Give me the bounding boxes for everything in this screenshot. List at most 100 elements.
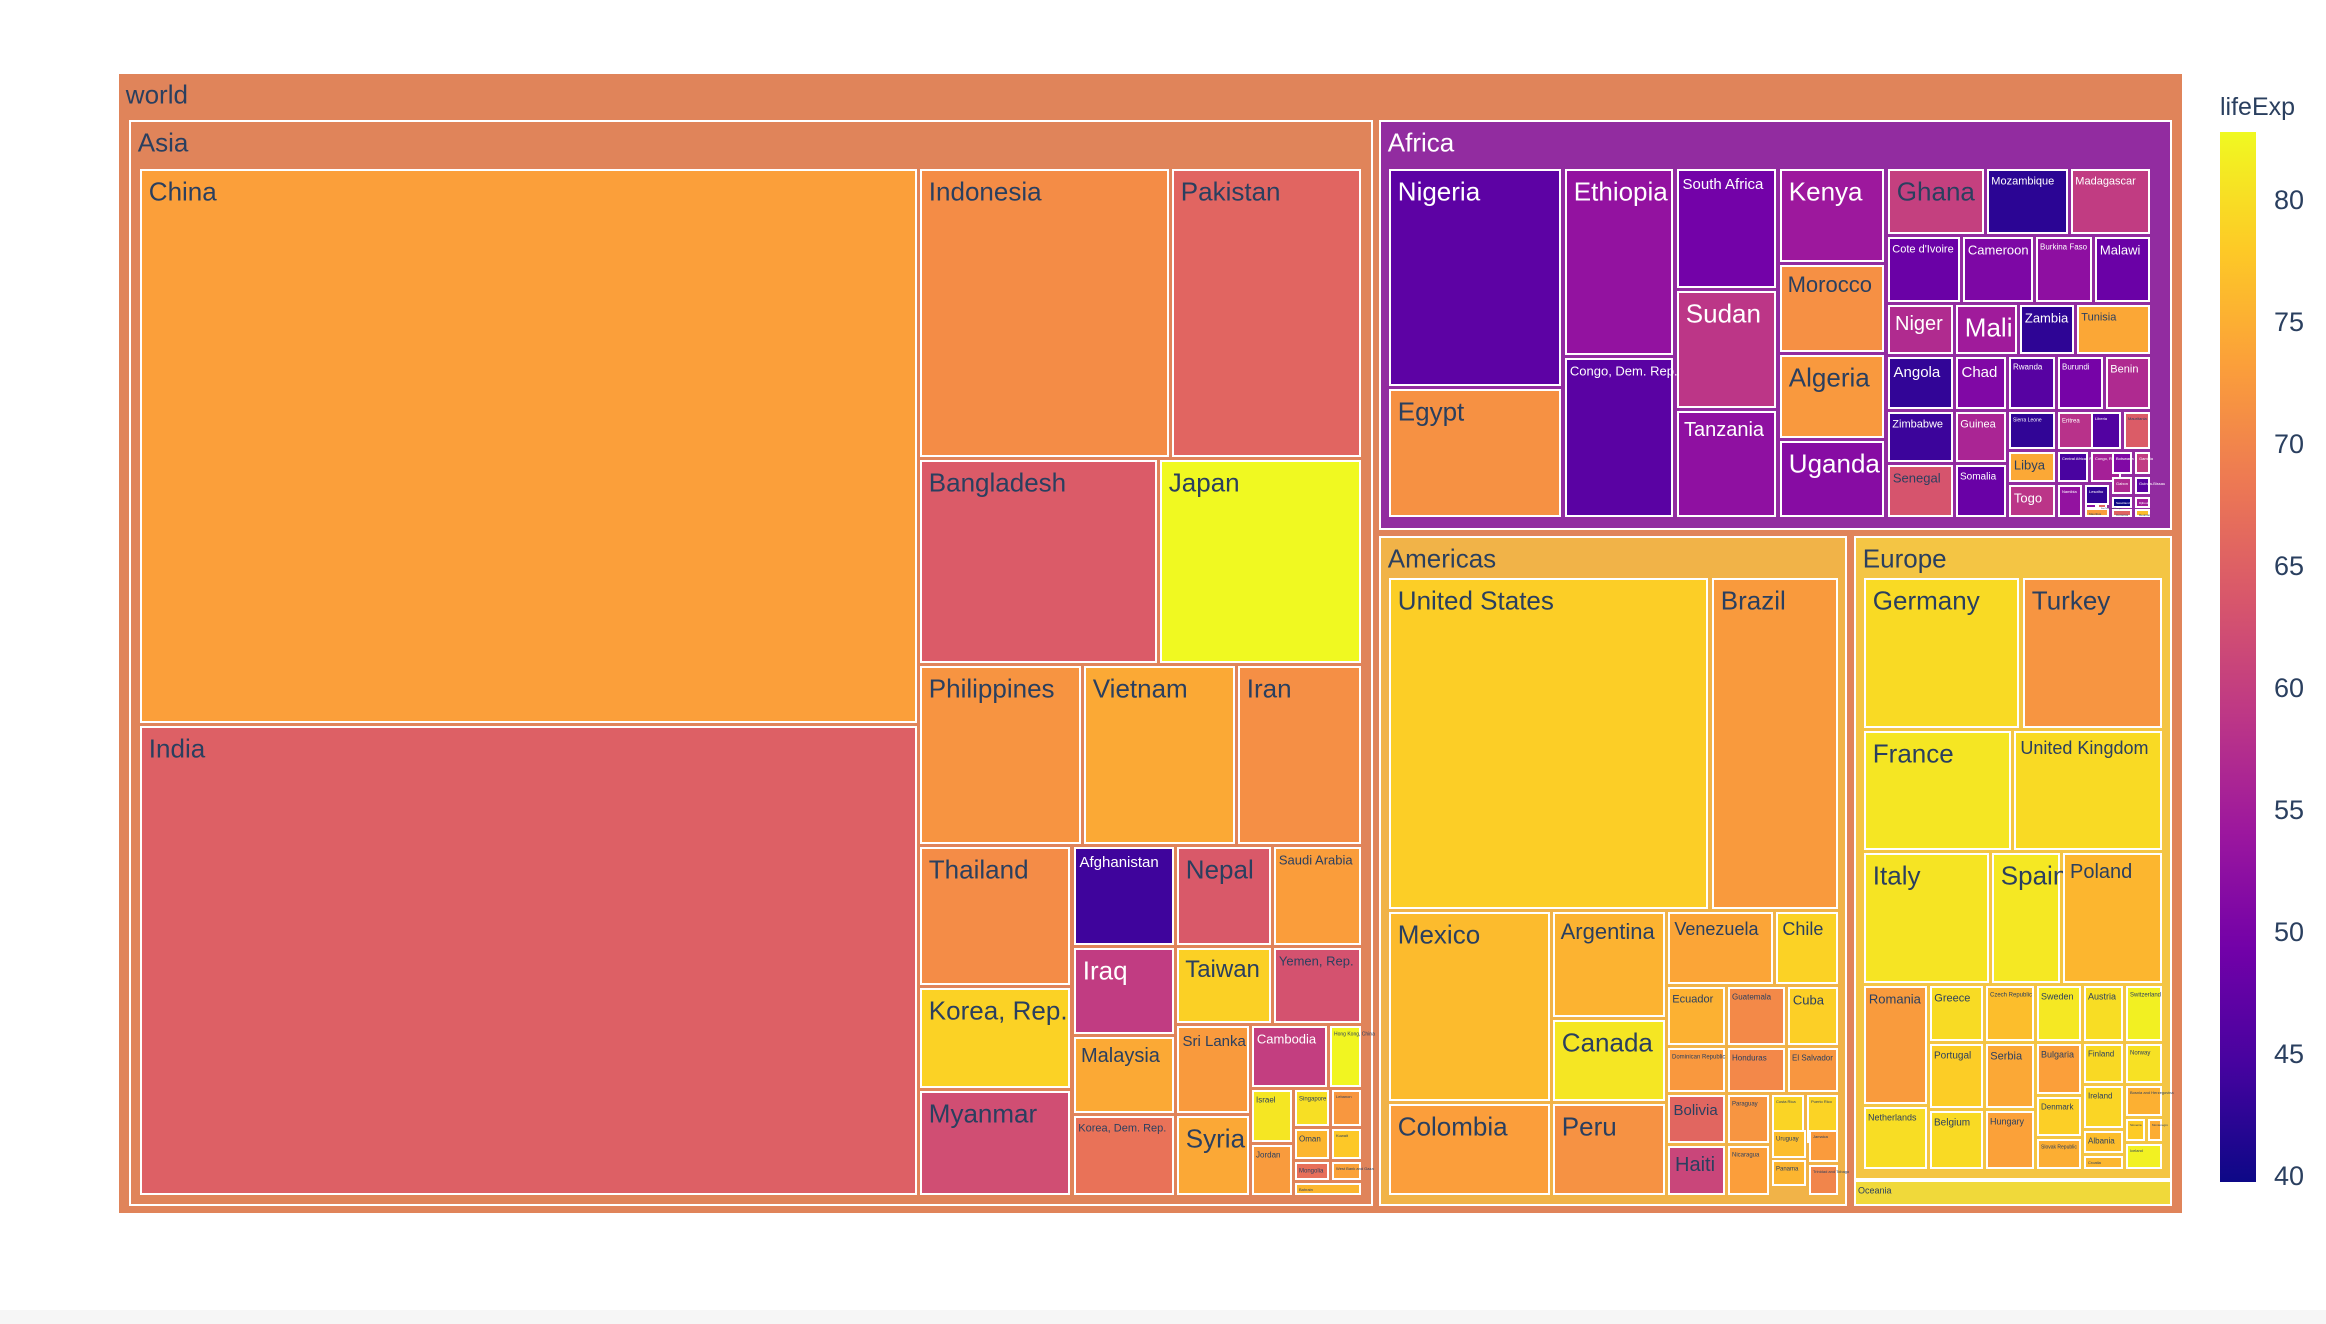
country-hungary[interactable]: Hungary [1986, 1111, 2034, 1169]
country-rect[interactable] [2014, 731, 2162, 850]
country-rect[interactable] [1668, 912, 1773, 984]
country-iraq[interactable]: Iraq [1074, 948, 1174, 1034]
country-rect[interactable] [2077, 305, 2150, 354]
country-rect[interactable] [1668, 1048, 1725, 1092]
country-south-africa[interactable]: South Africa [1677, 169, 1776, 288]
country-central-african-republic[interactable]: Central African Republic [2058, 452, 2105, 482]
country-germany[interactable]: Germany [1864, 578, 2019, 728]
country-china[interactable]: China [140, 169, 917, 723]
country-ethiopia[interactable]: Ethiopia [1565, 169, 1673, 355]
country-bangladesh[interactable]: Bangladesh [920, 460, 1157, 663]
country-benin[interactable]: Benin [2106, 357, 2150, 409]
country-rect[interactable] [1864, 731, 2011, 850]
country-rect[interactable] [1780, 441, 1884, 517]
country-rect[interactable] [920, 988, 1070, 1088]
country-niger[interactable]: Niger [1888, 305, 1953, 354]
country-chile[interactable]: Chile [1776, 912, 1838, 984]
country-rect[interactable] [1295, 1129, 1329, 1159]
country-portugal[interactable]: Portugal [1930, 1044, 1983, 1108]
country-rect[interactable] [1252, 1090, 1292, 1142]
country-mauritania[interactable]: Mauritania [2124, 412, 2150, 449]
country-rect[interactable] [2023, 578, 2162, 728]
country-peru[interactable]: Peru [1553, 1104, 1665, 1195]
country-malawi[interactable]: Malawi [2095, 237, 2150, 302]
country-bosnia-and-herzegovina[interactable]: Bosnia and Herzegovina [2126, 1086, 2174, 1116]
country-rect[interactable] [2126, 1086, 2162, 1116]
country-rect[interactable] [1252, 1145, 1292, 1195]
country-rect[interactable] [1389, 578, 1708, 909]
country-argentina[interactable]: Argentina [1553, 912, 1665, 1017]
country-rect[interactable] [2126, 1144, 2162, 1169]
country-france[interactable]: France [1864, 731, 2011, 850]
country-rect[interactable] [1728, 1048, 1785, 1092]
country-rect[interactable] [1930, 1044, 1983, 1108]
country-venezuela[interactable]: Venezuela [1668, 912, 1773, 984]
country-vietnam[interactable]: Vietnam [1084, 666, 1235, 844]
country-rect[interactable] [2009, 412, 2055, 449]
country-rect[interactable] [1956, 412, 2006, 462]
country-rect[interactable] [1274, 847, 1361, 945]
country-rect[interactable] [1864, 986, 1927, 1104]
country-trinidad-and-tobago[interactable]: Trinidad and Tobago [1809, 1165, 1850, 1195]
country-oman[interactable]: Oman [1295, 1129, 1329, 1159]
country-nigeria[interactable]: Nigeria [1389, 169, 1561, 386]
country-mali[interactable]: Mali [1956, 305, 2017, 354]
country-rect[interactable] [1677, 169, 1776, 288]
country-rect[interactable] [1074, 948, 1174, 1034]
country-slovak-republic[interactable]: Slovak Republic [2037, 1139, 2081, 1169]
country-rect[interactable] [1888, 305, 1953, 354]
country-turkey[interactable]: Turkey [2023, 578, 2162, 728]
country-afghanistan[interactable]: Afghanistan [1074, 847, 1174, 945]
country-rect[interactable] [2071, 169, 2150, 234]
country-morocco[interactable]: Morocco [1780, 265, 1884, 352]
country-rect[interactable] [1809, 1130, 1838, 1162]
parent-rect[interactable] [1854, 1180, 2172, 1206]
country-rect[interactable] [1295, 1090, 1329, 1126]
country-rect[interactable] [1728, 1095, 1769, 1143]
country-rect[interactable] [1992, 853, 2060, 983]
country-indonesia[interactable]: Indonesia [920, 169, 1169, 457]
country-gambia[interactable]: Gambia [2135, 452, 2154, 474]
country-rect[interactable] [2097, 503, 2107, 509]
country-rect[interactable] [2037, 1044, 2081, 1094]
country-pakistan[interactable]: Pakistan [1172, 169, 1361, 457]
country-togo[interactable]: Togo [2009, 485, 2055, 517]
country-india[interactable]: India [140, 726, 917, 1195]
country-philippines[interactable]: Philippines [920, 666, 1081, 844]
country-rect[interactable] [1772, 1160, 1806, 1186]
country-rect[interactable] [2009, 485, 2055, 517]
country-algeria[interactable]: Algeria [1780, 355, 1884, 438]
country-zimbabwe[interactable]: Zimbabwe [1888, 412, 1953, 462]
country-bulgaria[interactable]: Bulgaria [2037, 1044, 2081, 1094]
country-rect[interactable] [2148, 1119, 2162, 1141]
country-mexico[interactable]: Mexico [1389, 912, 1550, 1101]
country-somalia[interactable]: Somalia [1956, 465, 2006, 517]
country-greece[interactable]: Greece [1930, 986, 1983, 1041]
country-sao-tome-and-principe[interactable]: Sao Tome and Principe [2097, 503, 2123, 510]
country-rect[interactable] [2084, 1131, 2123, 1153]
country-rect[interactable] [2135, 452, 2150, 474]
country-djibouti[interactable]: Djibouti [2135, 497, 2150, 508]
country-guinea-bissau[interactable]: Guinea-Bissau [2135, 477, 2165, 494]
country-rect[interactable] [1888, 237, 1960, 302]
country-rect[interactable] [1252, 1026, 1327, 1087]
country-zambia[interactable]: Zambia [2020, 305, 2074, 354]
country-rect[interactable] [1864, 853, 1989, 983]
country-rect[interactable] [1177, 1116, 1249, 1195]
country-egypt[interactable]: Egypt [1389, 389, 1561, 517]
country-rect[interactable] [920, 666, 1081, 844]
country-singapore[interactable]: Singapore [1295, 1090, 1329, 1126]
country-rect[interactable] [1332, 1162, 1361, 1180]
country-malaysia[interactable]: Malaysia [1074, 1037, 1174, 1113]
country-rect[interactable] [1712, 578, 1838, 909]
country-thailand[interactable]: Thailand [920, 847, 1070, 985]
country-rect[interactable] [1274, 948, 1361, 1023]
country-haiti[interactable]: Haiti [1668, 1146, 1725, 1195]
country-finland[interactable]: Finland [2084, 1044, 2123, 1083]
country-rect[interactable] [920, 847, 1070, 985]
country-rect[interactable] [1776, 912, 1838, 984]
country-swaziland[interactable]: Swaziland [2112, 497, 2132, 508]
country-iceland[interactable]: Iceland [2126, 1144, 2162, 1169]
country-iran[interactable]: Iran [1238, 666, 1361, 844]
country-rect[interactable] [2112, 509, 2132, 517]
